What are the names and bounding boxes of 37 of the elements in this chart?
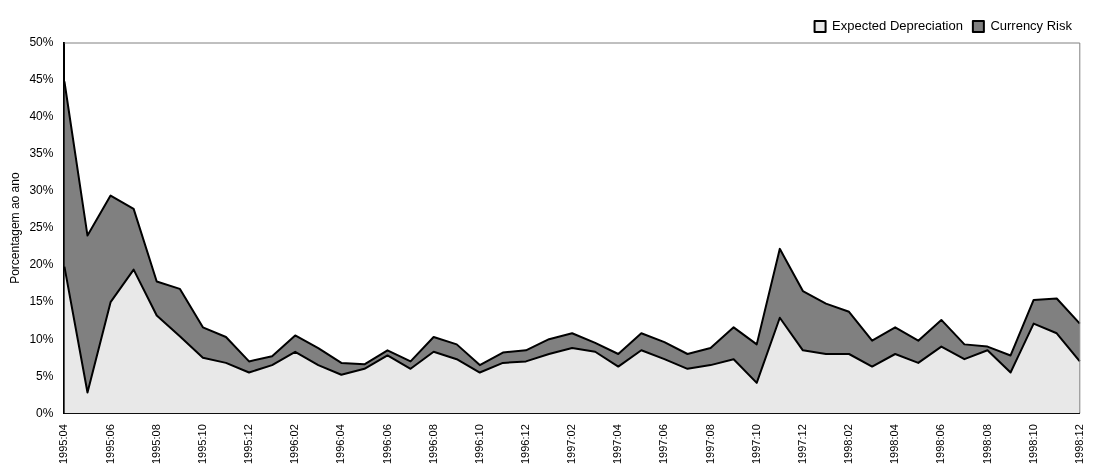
x-tick-label: 1995:08 xyxy=(149,424,162,464)
x-tick-label: 1998:10 xyxy=(1026,424,1039,464)
legend-label: Currency Risk xyxy=(990,18,1073,34)
x-tick-label: 1997:06 xyxy=(657,424,670,464)
x-tick-label: 1998:08 xyxy=(980,424,993,464)
x-tick-label: 1996:02 xyxy=(288,424,301,464)
y-tick-label: 35% xyxy=(29,146,54,161)
y-tick-label: 40% xyxy=(29,109,54,124)
legend-label: Expected Depreciation xyxy=(832,18,963,34)
x-tick-label: 1997:08 xyxy=(703,424,716,464)
x-tick-label: 1998:12 xyxy=(1072,424,1085,464)
x-tick-label: 1997:02 xyxy=(565,424,578,464)
x-tick-label: 1996:08 xyxy=(426,424,439,464)
x-tick-label: 1998:06 xyxy=(934,424,947,464)
y-tick-label: 0% xyxy=(36,405,54,420)
x-tick-label: 1995:10 xyxy=(195,424,208,464)
x-tick-label: 1995:06 xyxy=(103,424,116,464)
y-tick-label: 45% xyxy=(29,72,54,87)
x-tick-label: 1998:02 xyxy=(842,424,855,464)
x-tick-label: 1996:12 xyxy=(518,424,531,464)
x-tick-label: 1996:10 xyxy=(472,424,485,464)
x-tick-label: 1997:10 xyxy=(749,424,762,464)
x-tick-label: 1995:04 xyxy=(57,424,70,464)
x-tick-label: 1997:04 xyxy=(611,424,624,464)
y-tick-label: 30% xyxy=(29,183,54,198)
x-tick-label: 1998:04 xyxy=(888,424,901,464)
y-tick-label: 5% xyxy=(36,368,54,383)
y-tick-label: 50% xyxy=(29,35,54,50)
y-tick-label: 10% xyxy=(29,331,54,346)
x-tick-label: 1995:12 xyxy=(242,424,255,464)
x-tick-label: 1996:04 xyxy=(334,424,347,464)
y-tick-label: 15% xyxy=(29,294,54,309)
y-tick-label: 20% xyxy=(29,257,54,272)
y-axis-title: Porcentagem ao ano xyxy=(7,172,22,284)
x-tick-label: 1997:12 xyxy=(795,424,808,464)
x-tick-label: 1996:06 xyxy=(380,424,393,464)
y-tick-label: 25% xyxy=(29,220,54,235)
